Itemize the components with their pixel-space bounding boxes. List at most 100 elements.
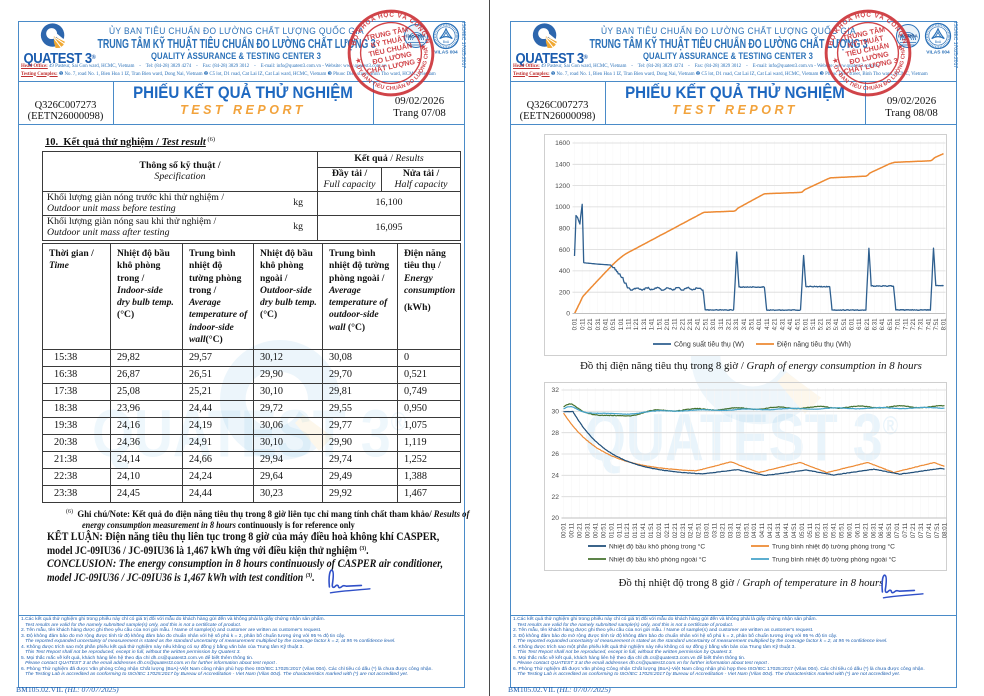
- svg-text:02:51: 02:51: [695, 522, 702, 538]
- svg-text:7:01: 7:01: [894, 318, 901, 330]
- svg-text:1400: 1400: [555, 162, 570, 169]
- svg-text:6:01: 6:01: [848, 318, 855, 330]
- svg-text:07:51: 07:51: [933, 522, 940, 538]
- svg-text:0:21: 0:21: [587, 318, 594, 330]
- svg-text:07:41: 07:41: [925, 522, 932, 538]
- svg-text:5:21: 5:21: [817, 318, 824, 330]
- svg-text:6:31: 6:31: [871, 318, 878, 330]
- svg-text:28: 28: [551, 430, 559, 437]
- svg-text:2:51: 2:51: [702, 318, 709, 330]
- svg-text:7:31: 7:31: [917, 318, 924, 330]
- svg-text:1600: 1600: [555, 140, 570, 147]
- svg-text:01:41: 01:41: [640, 522, 647, 538]
- svg-text:3:01: 3:01: [710, 318, 717, 330]
- svg-text:01:51: 01:51: [648, 522, 655, 538]
- svg-text:0:41: 0:41: [602, 318, 609, 330]
- svg-text:3:41: 3:41: [740, 318, 747, 330]
- svg-text:02:11: 02:11: [663, 522, 670, 537]
- svg-text:00:01: 00:01: [560, 522, 567, 538]
- svg-text:00:31: 00:31: [584, 522, 591, 538]
- svg-text:7:21: 7:21: [909, 318, 916, 330]
- svg-text:6:11: 6:11: [856, 318, 863, 330]
- svg-text:05:51: 05:51: [838, 522, 845, 538]
- svg-text:0:11: 0:11: [579, 318, 586, 330]
- svg-text:07:01: 07:01: [894, 522, 901, 538]
- svg-text:5:11: 5:11: [810, 318, 817, 330]
- svg-text:1:31: 1:31: [640, 318, 647, 330]
- svg-text:05:11: 05:11: [806, 522, 813, 537]
- svg-text:02:21: 02:21: [671, 522, 678, 538]
- svg-text:04:11: 04:11: [759, 522, 766, 537]
- svg-text:6:41: 6:41: [879, 318, 886, 330]
- svg-text:6:51: 6:51: [886, 318, 893, 330]
- svg-text:2:21: 2:21: [679, 318, 686, 330]
- svg-text:00:21: 00:21: [576, 522, 583, 538]
- svg-text:1200: 1200: [555, 183, 570, 190]
- svg-text:3:31: 3:31: [733, 318, 740, 330]
- svg-text:Nhiệt độ bầu khô phòng trong: Nhiệt độ bầu khô phòng trong °C: [609, 542, 705, 551]
- svg-text:20: 20: [551, 515, 559, 522]
- svg-text:4:51: 4:51: [794, 318, 801, 330]
- svg-text:800: 800: [558, 226, 569, 233]
- svg-text:1:41: 1:41: [648, 318, 655, 330]
- svg-text:03:31: 03:31: [727, 522, 734, 538]
- svg-text:06:41: 06:41: [878, 522, 885, 538]
- svg-text:Nhiệt độ bầu khô phòng ngoài: Nhiệt độ bầu khô phòng ngoài °C: [609, 555, 706, 564]
- svg-text:02:41: 02:41: [687, 522, 694, 538]
- svg-text:07:31: 07:31: [917, 522, 924, 538]
- svg-text:03:51: 03:51: [743, 522, 750, 538]
- svg-text:1000: 1000: [555, 204, 570, 211]
- svg-text:★: ★: [419, 43, 427, 51]
- svg-text:04:41: 04:41: [782, 522, 789, 538]
- svg-text:2:41: 2:41: [694, 318, 701, 330]
- svg-text:5:51: 5:51: [840, 318, 847, 330]
- svg-text:01:11: 01:11: [616, 522, 623, 537]
- svg-text:400: 400: [558, 268, 569, 275]
- svg-text:04:01: 04:01: [751, 522, 758, 538]
- svg-text:Công suất tiêu thụ (W): Công suất tiêu thụ (W): [674, 340, 744, 349]
- svg-text:1:11: 1:11: [625, 318, 632, 330]
- svg-text:Trung bình nhiệt độ tường phòn: Trung bình nhiệt độ tường phòng trong °C: [772, 543, 895, 551]
- svg-text:4:41: 4:41: [786, 318, 793, 330]
- svg-text:06:01: 06:01: [846, 522, 853, 538]
- svg-text:05:31: 05:31: [822, 522, 829, 538]
- svg-text:VILAS 004: VILAS 004: [434, 50, 458, 56]
- svg-text:★: ★: [896, 43, 904, 51]
- svg-text:BoA: BoA: [935, 40, 942, 44]
- svg-text:00:41: 00:41: [592, 522, 599, 538]
- svg-text:03:41: 03:41: [735, 522, 742, 538]
- svg-text:Điện năng tiêu thụ (Wh): Điện năng tiêu thụ (Wh): [777, 342, 851, 349]
- svg-text:5:31: 5:31: [825, 318, 832, 330]
- svg-text:05:21: 05:21: [814, 522, 821, 538]
- svg-text:4:31: 4:31: [779, 318, 786, 330]
- svg-text:04:21: 04:21: [767, 522, 774, 538]
- svg-text:03:01: 03:01: [703, 522, 710, 538]
- svg-text:06:11: 06:11: [854, 522, 861, 537]
- svg-text:07:11: 07:11: [902, 522, 909, 537]
- svg-text:00:11: 00:11: [568, 522, 575, 537]
- svg-text:0:01: 0:01: [571, 318, 578, 330]
- svg-text:05:01: 05:01: [798, 522, 805, 538]
- svg-text:01:31: 01:31: [632, 522, 639, 538]
- svg-text:7:41: 7:41: [925, 318, 932, 330]
- svg-text:0: 0: [566, 311, 570, 318]
- svg-text:ilac-MRA: ilac-MRA: [898, 34, 918, 39]
- svg-text:1:01: 1:01: [617, 318, 624, 330]
- svg-text:7:11: 7:11: [902, 318, 909, 330]
- svg-text:02:31: 02:31: [679, 522, 686, 538]
- svg-text:22: 22: [551, 494, 559, 501]
- svg-text:0:31: 0:31: [594, 318, 601, 330]
- svg-text:4:11: 4:11: [763, 318, 770, 330]
- svg-text:03:21: 03:21: [719, 522, 726, 538]
- svg-text:BoA: BoA: [443, 40, 450, 44]
- svg-text:01:01: 01:01: [608, 522, 615, 538]
- svg-text:04:31: 04:31: [775, 522, 782, 538]
- svg-text:8:01: 8:01: [940, 318, 946, 330]
- svg-text:05:41: 05:41: [830, 522, 837, 538]
- svg-text:2:01: 2:01: [664, 318, 671, 330]
- svg-text:26: 26: [551, 451, 559, 458]
- svg-text:★: ★: [354, 57, 362, 65]
- svg-text:06:51: 06:51: [886, 522, 893, 538]
- svg-text:6:21: 6:21: [863, 318, 870, 330]
- svg-text:24: 24: [551, 473, 559, 480]
